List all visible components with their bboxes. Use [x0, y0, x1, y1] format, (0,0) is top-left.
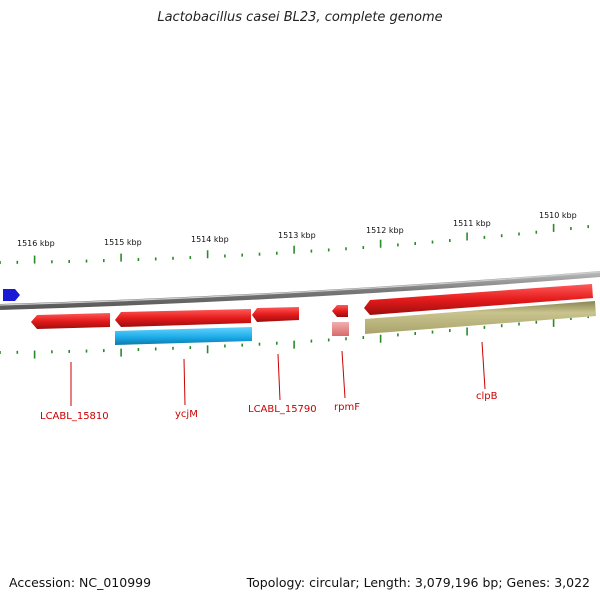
- label-rpmF: rpmF: [334, 402, 360, 413]
- feature-ycjM-cds[interactable]: [115, 327, 252, 345]
- footer-accession: Accession: NC_010999: [9, 575, 152, 590]
- feature-LCABL_15790[interactable]: [252, 307, 299, 322]
- feature-clpB[interactable]: [364, 284, 593, 315]
- feature-clpB-cds[interactable]: [365, 301, 596, 334]
- label-LCABL_15810: LCABL_15810: [40, 411, 109, 422]
- ruler-label-1516: 1516 kbp: [17, 239, 55, 248]
- label-LCABL_15790: LCABL_15790: [248, 404, 317, 415]
- genome-backbone-highlight: [0, 271, 600, 306]
- genome-backbone: [0, 271, 600, 310]
- leader-rpmF: [341, 350, 346, 399]
- ruler-label-1511: 1511 kbp: [453, 219, 491, 228]
- page-title: Lactobacillus casei BL23, complete genom…: [157, 10, 443, 25]
- feature-rpmF[interactable]: [332, 305, 348, 317]
- footer-summary: Topology: circular; Length: 3,079,196 bp…: [246, 575, 590, 590]
- ruler-label-1510: 1510 kbp: [539, 211, 577, 220]
- feature-ycjM[interactable]: [115, 309, 251, 327]
- feature-rpmF-rna[interactable]: [332, 322, 349, 336]
- ruler-label-1512: 1512 kbp: [366, 226, 404, 235]
- leader-clpB: [481, 341, 486, 390]
- feature-upstream-gene[interactable]: [3, 289, 20, 301]
- ruler-label-1515: 1515 kbp: [104, 238, 142, 247]
- ruler-label-1514: 1514 kbp: [191, 235, 229, 244]
- feature-LCABL_15810[interactable]: [31, 313, 110, 329]
- ruler-ticks-top: [0, 223, 590, 264]
- label-clpB: clpB: [476, 391, 498, 402]
- label-ycjM: ycjM: [175, 409, 198, 420]
- ruler-label-1513: 1513 kbp: [278, 231, 316, 240]
- leader-LCABL_15790: [277, 353, 281, 401]
- ruler-ticks-bottom: [0, 315, 590, 359]
- leader-ycjM: [183, 358, 186, 406]
